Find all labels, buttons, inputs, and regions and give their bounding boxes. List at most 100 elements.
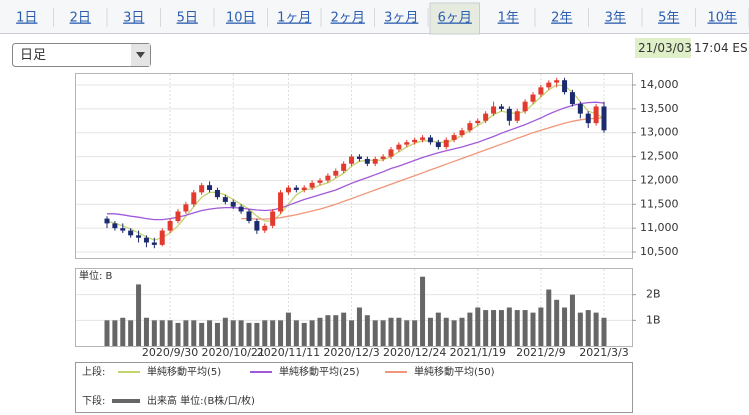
- tab[interactable]: 2年: [551, 8, 589, 27]
- volume-tick-label: 1B: [646, 313, 661, 326]
- volume-unit: 単位: B: [79, 269, 113, 282]
- price-panel: [75, 73, 633, 259]
- dropdown[interactable]: 日足: [12, 43, 151, 67]
- time: 17:04 ES: [694, 41, 748, 55]
- volume-bar: [514, 310, 520, 346]
- candle-body: [498, 106, 504, 109]
- candle-body: [270, 211, 276, 226]
- volume-bar: [230, 320, 236, 346]
- tab[interactable]: 3ヶ月: [384, 8, 429, 27]
- volume-bar: [175, 322, 181, 346]
- x-tick-label: 2020/12/3: [323, 346, 379, 359]
- volume-bar: [104, 320, 110, 346]
- tab-label: 2年: [551, 11, 572, 26]
- volume-bar: [317, 317, 323, 346]
- legend-lower: 下段:: [82, 394, 105, 407]
- volume-bar: [443, 317, 449, 346]
- volume-bar: [151, 320, 157, 346]
- volume-bar: [207, 320, 213, 346]
- tab-label: 6ヶ月: [438, 11, 472, 26]
- volume-bar: [309, 320, 315, 346]
- volume-bar: [254, 322, 260, 346]
- tab-label: 1年: [498, 11, 519, 26]
- volume-bar: [356, 307, 362, 346]
- volume-bar: [222, 317, 228, 346]
- candle-body: [222, 197, 228, 202]
- volume-bar: [483, 310, 489, 346]
- legend-upper: 上段:: [82, 365, 105, 378]
- candle-body: [301, 187, 307, 190]
- candle-body: [506, 108, 512, 121]
- legend-label: 単純移動平均(5): [147, 365, 221, 378]
- tab[interactable]: 1ヶ月: [277, 8, 322, 27]
- volume-bar: [238, 320, 244, 346]
- tab[interactable]: 6ヶ月: [429, 2, 480, 35]
- candle-body: [585, 113, 591, 124]
- candle-body: [262, 225, 268, 231]
- volume-bar: [380, 320, 386, 346]
- tab[interactable]: 1年: [498, 8, 536, 27]
- dropdown-label: 日足: [20, 48, 46, 63]
- volume-bar: [601, 317, 607, 346]
- candle-body: [325, 175, 331, 181]
- tab[interactable]: 5日: [177, 8, 215, 27]
- x-tick-label: 2020/11/11: [257, 346, 320, 359]
- candle-body: [293, 187, 299, 190]
- candle-body: [159, 230, 165, 245]
- volume-bar: [506, 307, 512, 346]
- candle-body: [404, 142, 410, 145]
- candle-body: [522, 101, 528, 112]
- volume-bar: [491, 310, 497, 346]
- dropdown-arrow: [136, 52, 145, 58]
- tab[interactable]: 3日: [123, 8, 161, 27]
- candle-body: [538, 87, 544, 95]
- tab-label: 3日: [123, 11, 144, 26]
- candle-body: [530, 94, 536, 102]
- volume-bar: [530, 312, 536, 346]
- volume-bar: [364, 315, 370, 346]
- tab-label: 3年: [605, 11, 626, 26]
- ma-line: [241, 117, 605, 220]
- candle-body: [364, 158, 370, 164]
- ma-line: [107, 101, 605, 221]
- volume-bar: [554, 299, 560, 346]
- tab[interactable]: 2日: [70, 8, 108, 27]
- volume-bar: [199, 322, 205, 346]
- candle-body: [435, 142, 441, 148]
- legend-label: 出来高 単位:(B株/口/枚): [147, 394, 255, 407]
- tab-label: 10年: [707, 11, 737, 26]
- volume-bar: [538, 307, 544, 346]
- volume-bar: [396, 317, 402, 346]
- volume-bar: [569, 294, 575, 346]
- tab[interactable]: 1日: [16, 8, 54, 27]
- tab-label: 5年: [658, 11, 679, 26]
- x-tick-label: 2020/12/24: [383, 346, 446, 359]
- tab[interactable]: 10年: [707, 8, 749, 27]
- tab[interactable]: 3年: [605, 8, 643, 27]
- tab-label: 5日: [177, 11, 198, 26]
- dropdown-box[interactable]: [12, 43, 151, 67]
- volume-bar: [159, 320, 165, 346]
- tab[interactable]: 10日: [226, 8, 268, 27]
- volume-bar: [475, 307, 481, 346]
- candle-body: [317, 180, 323, 183]
- candle-body: [151, 242, 157, 245]
- candle-body: [420, 137, 426, 140]
- volume-bar: [278, 320, 284, 346]
- candle-body: [230, 201, 236, 207]
- candle-body: [427, 137, 433, 143]
- volume-bar: [120, 317, 126, 346]
- volume-bar: [301, 322, 307, 346]
- candle-body: [285, 187, 291, 193]
- tab[interactable]: 2ヶ月: [331, 8, 375, 27]
- tab-active: [429, 2, 480, 35]
- y-tick-label: 12,000: [640, 173, 679, 186]
- y-tick-label: 11,500: [640, 197, 679, 210]
- volume-bar: [191, 320, 197, 346]
- candle-body: [577, 104, 583, 114]
- y-tick-label: 11,000: [640, 221, 679, 234]
- candle-body: [412, 139, 418, 143]
- tab[interactable]: 5年: [658, 8, 696, 27]
- candle-body: [356, 156, 362, 159]
